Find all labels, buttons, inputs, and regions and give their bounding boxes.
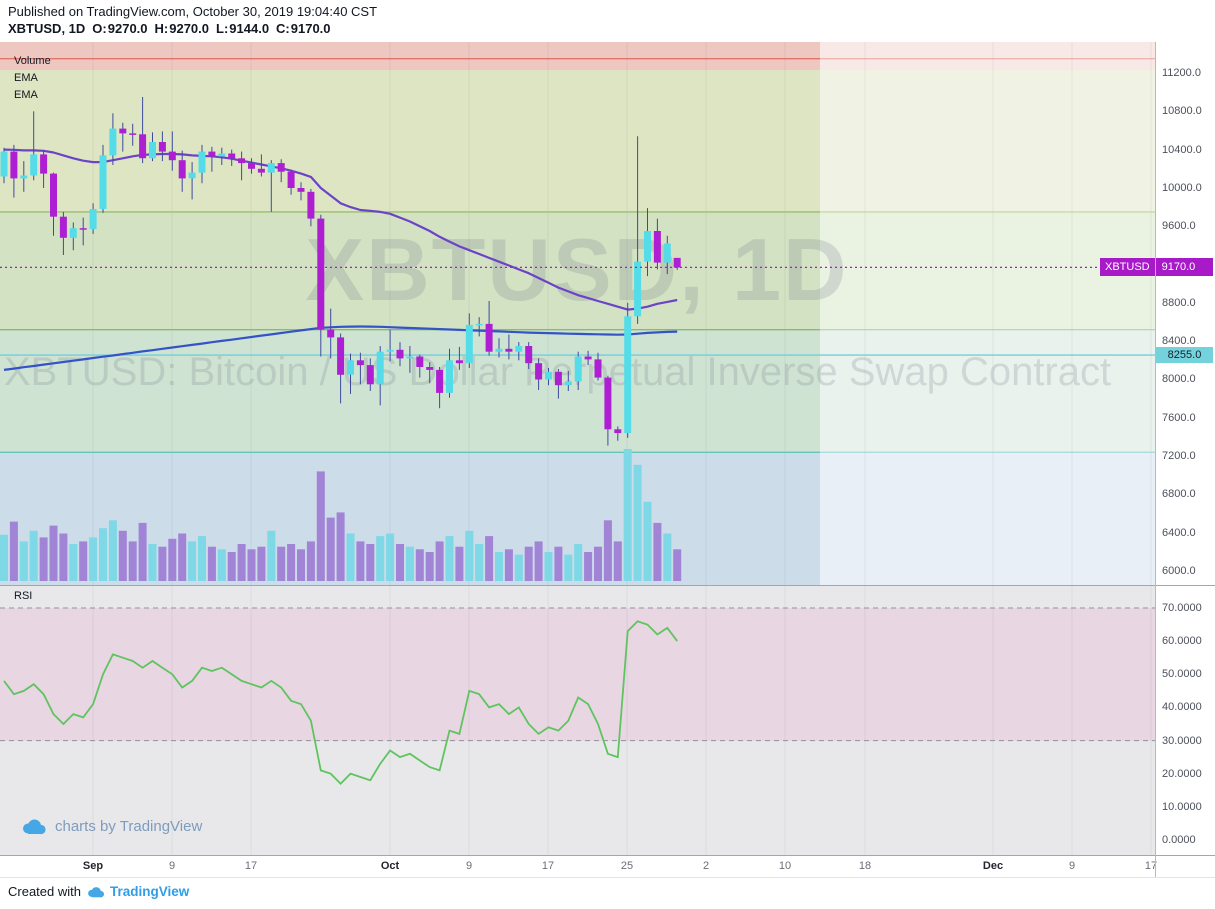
rsi-line: [3, 620, 678, 785]
ohlc-close: C:9170.0: [276, 21, 331, 36]
price-zone: [820, 211, 1155, 330]
time-axis-label: 2: [702, 860, 710, 872]
symbol-interval: XBTUSD, 1D: [8, 21, 86, 36]
symbol-ohlc-line: XBTUSD, 1D O:9270.0 H:9270.0 L:9144.0 C:9170…: [8, 21, 1207, 36]
price-axis-border: [1155, 42, 1156, 877]
price-axis-label: 10000.0: [1162, 181, 1202, 194]
rsi-svg: [0, 585, 1155, 855]
price-axis-label: 7600.0: [1162, 411, 1196, 424]
charts-by-tradingview-text: charts by TradingView: [55, 818, 203, 835]
snapshot-header: Published on TradingView.com, October 30…: [0, 0, 1215, 42]
price-axis-label: 8000.0: [1162, 373, 1196, 386]
price-axis-label: 10800.0: [1162, 105, 1202, 118]
pane-separator: [0, 585, 1215, 586]
rsi-axis-label: 40.0000: [1162, 701, 1202, 714]
last-price-badge: XBTUSD 9170.0: [1100, 258, 1213, 277]
time-axis-label: 17: [244, 860, 258, 872]
time-axis-label: Sep: [82, 860, 104, 872]
price-zone: [820, 42, 1155, 71]
tradingview-cloud-icon: [23, 819, 46, 835]
created-with-text: Created with: [8, 884, 81, 899]
ohlc-open: O:9270.0: [92, 21, 148, 36]
price-zones-layer: [0, 42, 1215, 585]
footer-separator: [0, 877, 1215, 878]
price-axis-label: 10400.0: [1162, 143, 1202, 156]
ohlc-low: L:9144.0: [216, 21, 270, 36]
price-zone: [0, 211, 820, 330]
rsi-axis: 70.0000 60.0000 50.0000 40.0000 30.0000 20.00…: [1155, 585, 1215, 855]
price-zone: [0, 42, 820, 71]
ema-lines: [3, 148, 678, 371]
published-line: Published on TradingView.com, October 30…: [8, 4, 378, 19]
charts-by-tradingview-link[interactable]: charts by TradingView: [20, 818, 202, 835]
price-axis-label: 8800.0: [1162, 296, 1196, 309]
rsi-axis-label: 20.0000: [1162, 767, 1202, 780]
level-lines: [0, 57, 1155, 453]
price-axis-label: 6400.0: [1162, 526, 1196, 539]
time-axis-label: 25: [620, 860, 634, 872]
time-axis-label: 17: [541, 860, 555, 872]
price-zone: [820, 70, 1155, 212]
rsi-indicator-label: RSI: [14, 590, 33, 602]
time-axis: Sep 9 17 Oct 9 17 25 2 10 18 Dec 9 17: [0, 856, 1215, 877]
rsi-axis-label: 50.0000: [1162, 668, 1202, 681]
rsi-vertical-gridlines: [92, 585, 1152, 855]
price-axis: 11200.0 10800.0 10400.0 10000.0 9600.0 8800.0…: [1155, 42, 1215, 585]
rsi-axis-label: 70.0000: [1162, 601, 1202, 614]
rsi-band: [0, 607, 1155, 741]
time-axis-label: Oct: [380, 860, 400, 872]
ohlc-high: H:9270.0: [154, 21, 209, 36]
rsi-axis-label: 30.0000: [1162, 734, 1202, 747]
price-axis-label: 11200.0: [1162, 67, 1201, 80]
time-axis-label: 9: [465, 860, 473, 872]
tradingview-brand-link[interactable]: TradingView: [109, 884, 190, 899]
tradingview-logo-icon: [88, 886, 104, 897]
price-zone: [820, 329, 1155, 453]
footer: Created with TradingView: [8, 884, 189, 899]
level-price-badge: 8255.0: [1156, 347, 1213, 364]
main-chart-svg: [0, 42, 1155, 585]
price-zone: [820, 452, 1155, 585]
rsi-axis-label: 0.0000: [1162, 834, 1196, 846]
candles: [0, 97, 681, 446]
price-axis-label: 8400.0: [1162, 335, 1196, 348]
time-axis-label: 18: [858, 860, 872, 872]
price-axis-label: 6000.0: [1162, 565, 1196, 578]
price-axis-label: 9600.0: [1162, 220, 1196, 233]
time-axis-label: 9: [168, 860, 176, 872]
last-price-badge-symbol: XBTUSD: [1100, 261, 1156, 274]
rsi-axis-label: 10.0000: [1162, 800, 1202, 813]
vertical-gridlines: [92, 42, 1152, 585]
time-axis-separator: [0, 855, 1215, 856]
last-price-badge-value: 9170.0: [1161, 261, 1196, 274]
time-axis-label: 10: [778, 860, 792, 872]
price-axis-label: 6800.0: [1162, 488, 1196, 501]
rsi-pane-background: [0, 585, 1155, 855]
time-axis-label: 9: [1068, 860, 1076, 872]
price-axis-label: 7200.0: [1162, 450, 1196, 463]
volume-bars: [0, 449, 682, 581]
rsi-axis-label: 60.0000: [1162, 635, 1202, 648]
time-axis-label: Dec: [982, 860, 1004, 872]
time-axis-label: 17: [1144, 860, 1158, 872]
price-zone: [0, 70, 820, 212]
